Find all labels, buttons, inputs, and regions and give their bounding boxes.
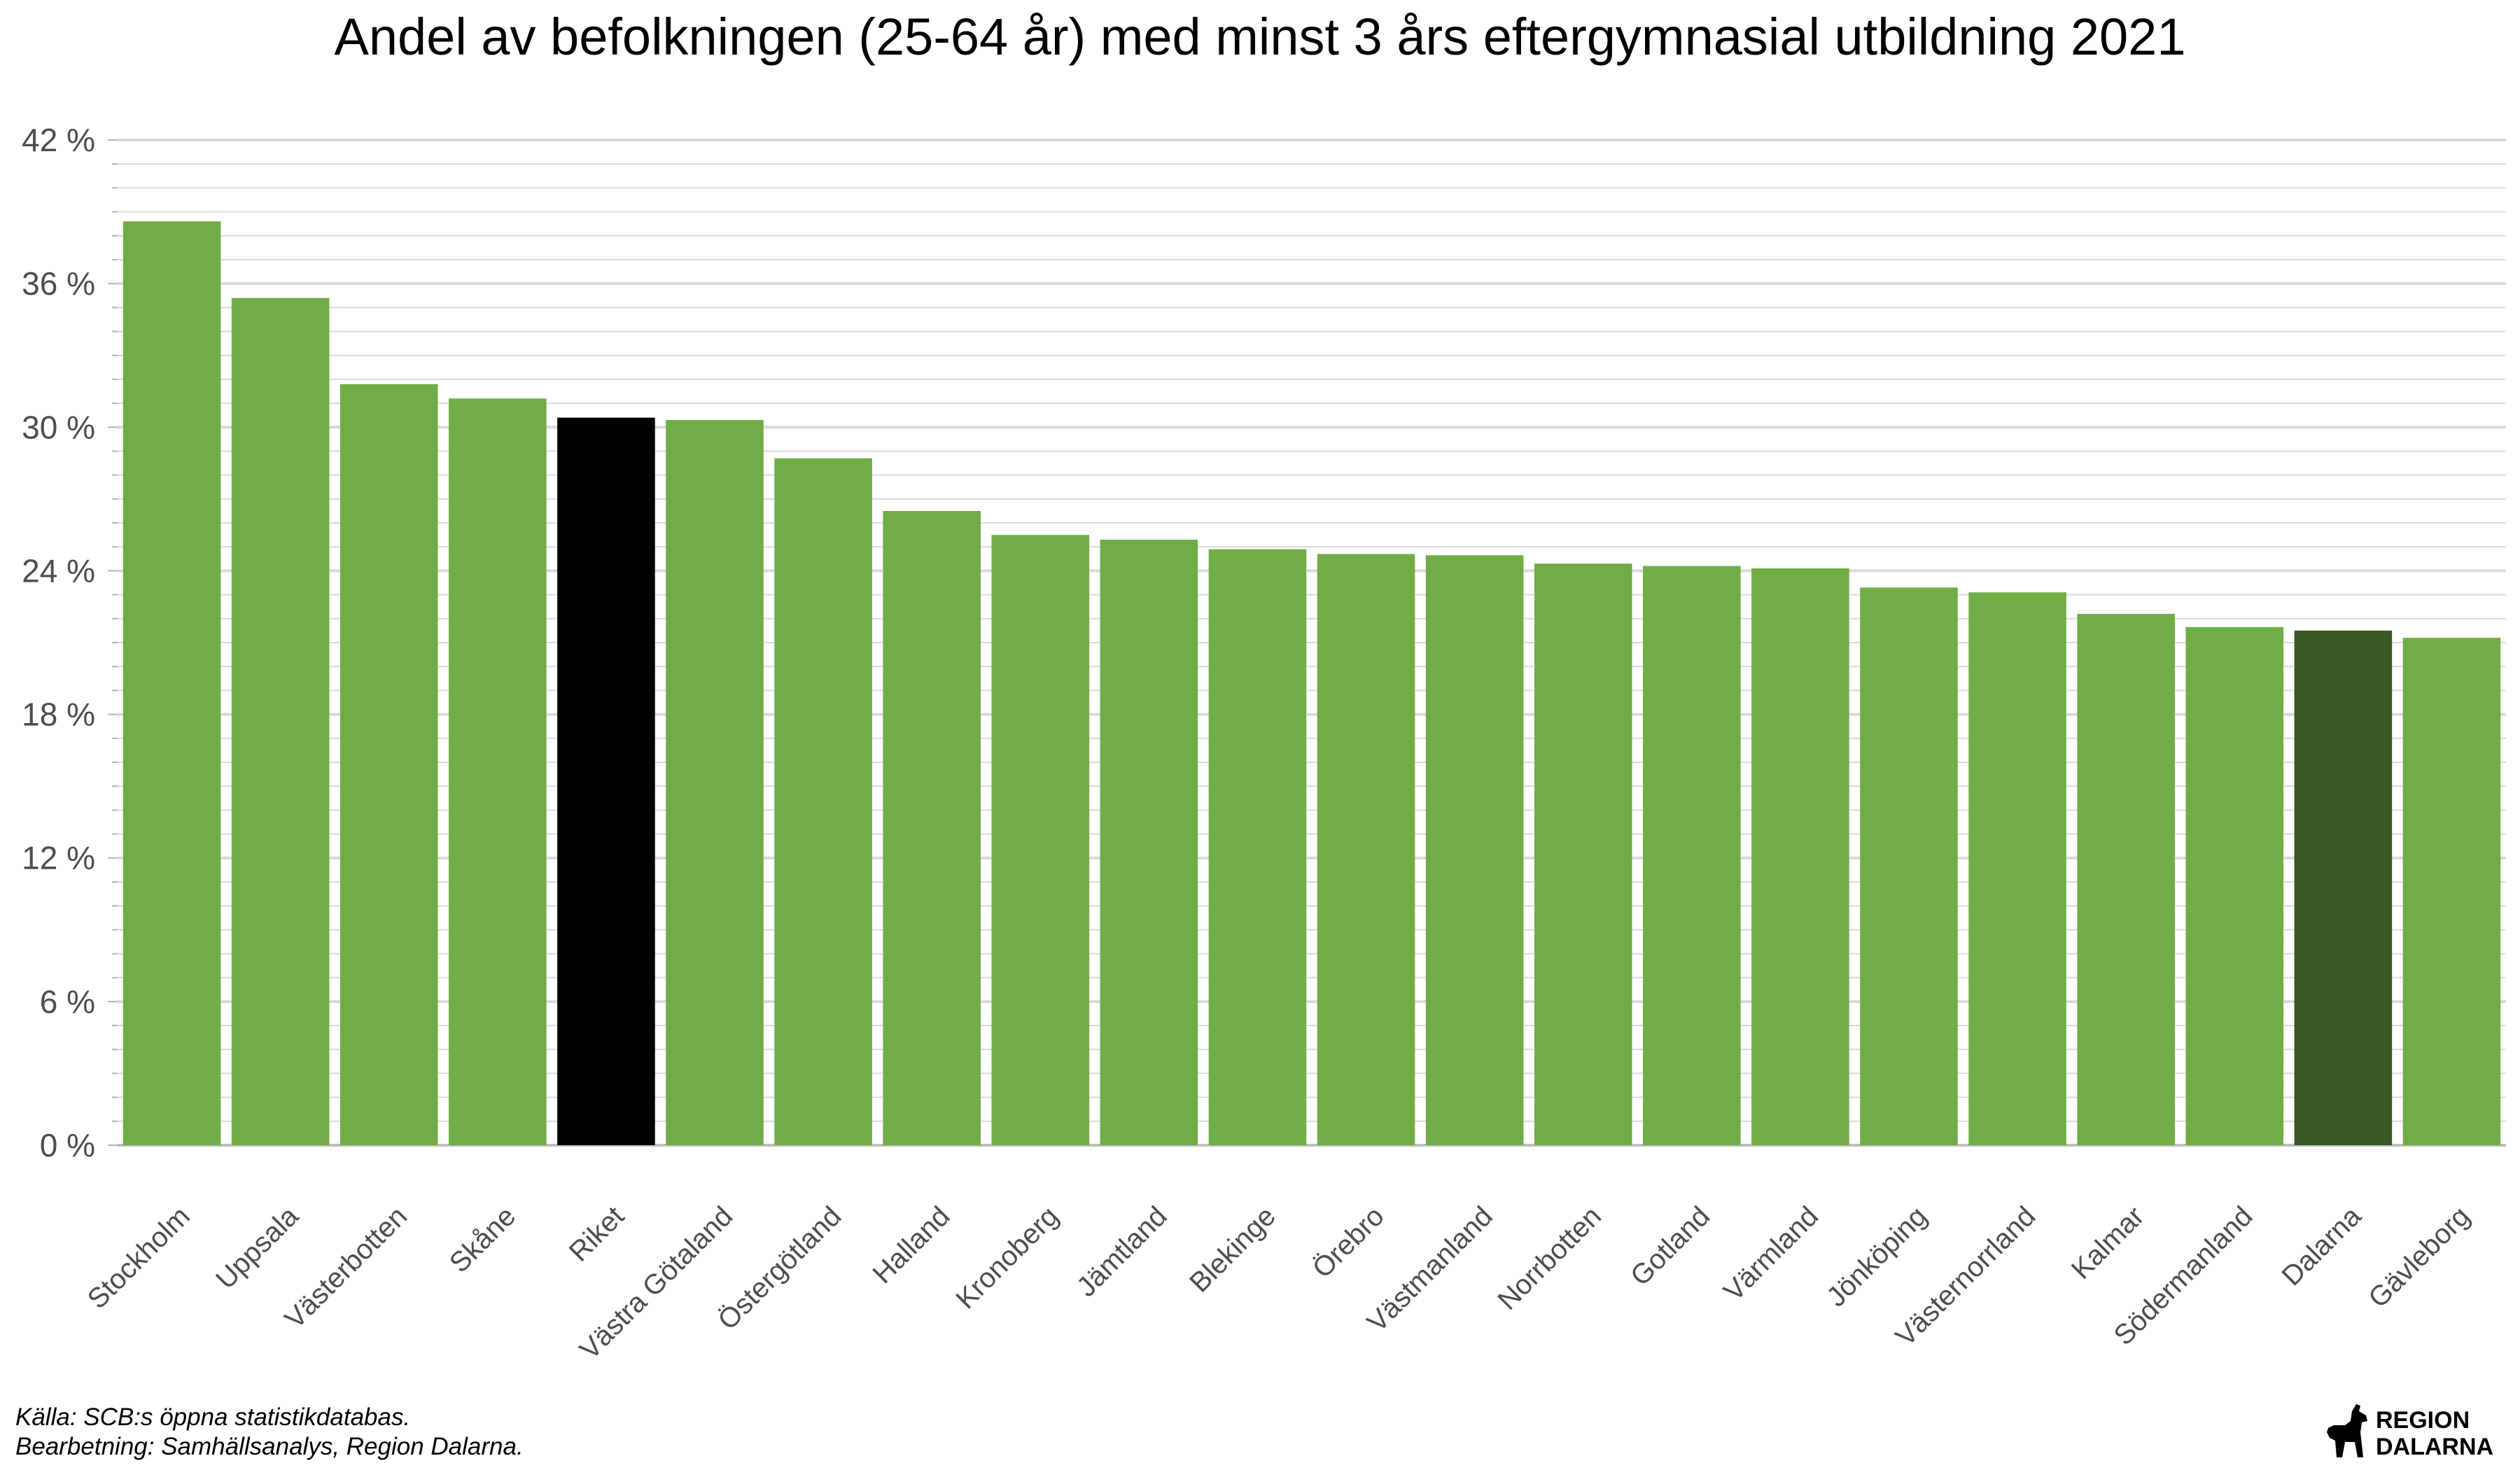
x-tick-label: Jönköping — [1821, 1200, 1933, 1312]
x-tick-label: Dalarna — [2276, 1200, 2368, 1292]
x-tick-label: Kronoberg — [950, 1200, 1064, 1315]
bar-uppsala — [231, 298, 330, 1146]
y-tick-label: 18 % — [22, 696, 95, 733]
x-tick-label: Halland — [867, 1200, 956, 1289]
bar-södermanland — [2185, 626, 2284, 1145]
x-tick-label: Kalmar — [2066, 1200, 2150, 1285]
bar-skåne — [449, 398, 547, 1146]
x-tick-label: Gävleborg — [2362, 1200, 2476, 1314]
bar-västerbotten — [340, 384, 438, 1145]
bar-norrbotten — [1534, 564, 1632, 1145]
x-tick-label: Blekinge — [1184, 1200, 1282, 1298]
bar-västernorrland — [1968, 592, 2066, 1145]
y-tick-label: 6 % — [40, 983, 95, 1020]
bar-värmland — [1751, 568, 1849, 1145]
y-tick-label: 36 % — [22, 265, 95, 302]
bar-gävleborg — [2402, 638, 2501, 1145]
bar-dalarna — [2294, 630, 2393, 1145]
y-tick-label: 12 % — [22, 840, 95, 876]
bar-örebro — [1317, 554, 1415, 1145]
bar-stockholm — [122, 221, 221, 1146]
source-caption: Källa: SCB:s öppna statistikdatabas. Bea… — [15, 1403, 524, 1462]
source-line: Källa: SCB:s öppna statistikdatabas. — [15, 1404, 411, 1431]
bar-gotland — [1643, 566, 1741, 1145]
x-tick-label: Skåne — [444, 1200, 522, 1278]
x-tick-label: Örebro — [1307, 1200, 1390, 1284]
x-tick-label: Uppsala — [210, 1200, 304, 1295]
y-tick-label: 0 % — [40, 1127, 95, 1163]
x-tick-label: Gotland — [1625, 1200, 1716, 1292]
x-tick-label: Norrbotten — [1492, 1200, 1607, 1316]
bar-jämtland — [1100, 539, 1198, 1145]
bar-kronoberg — [991, 535, 1090, 1145]
x-tick-label: Stockholm — [82, 1200, 196, 1315]
bar-blekinge — [1208, 549, 1307, 1145]
region-dalarna-logo: REGION DALARNA — [2327, 1404, 2493, 1460]
bar-västmanland — [1425, 555, 1524, 1145]
dala-horse-icon — [2327, 1404, 2367, 1457]
bar-halland — [883, 510, 981, 1145]
x-tick-label: Värmland — [1718, 1200, 1824, 1307]
y-tick-label: 30 % — [22, 409, 95, 445]
y-tick-label: 42 % — [22, 122, 95, 158]
logo-line-1: REGION — [2376, 1407, 2470, 1434]
processing-line: Bearbetning: Samhällsanalys, Region Dala… — [15, 1433, 524, 1460]
bar-östergötland — [774, 458, 872, 1145]
x-tick-label: Riket — [564, 1200, 631, 1268]
bar-jönköping — [1860, 587, 1958, 1145]
bars — [122, 221, 2501, 1146]
logo-line-2: DALARNA — [2376, 1434, 2493, 1460]
y-tick-label: 24 % — [22, 552, 95, 589]
chart-title: Andel av befolkningen (25-64 år) med min… — [335, 8, 2186, 66]
bar-västra-götaland — [666, 420, 764, 1145]
x-tick-label: Jämtland — [1071, 1200, 1173, 1303]
bar-kalmar — [2077, 613, 2175, 1145]
y-axis-ticks: 0 % 6 % 12 % 18 % 24 % 30 % 36 % 42 % — [22, 122, 118, 1163]
bar-riket — [557, 417, 655, 1145]
